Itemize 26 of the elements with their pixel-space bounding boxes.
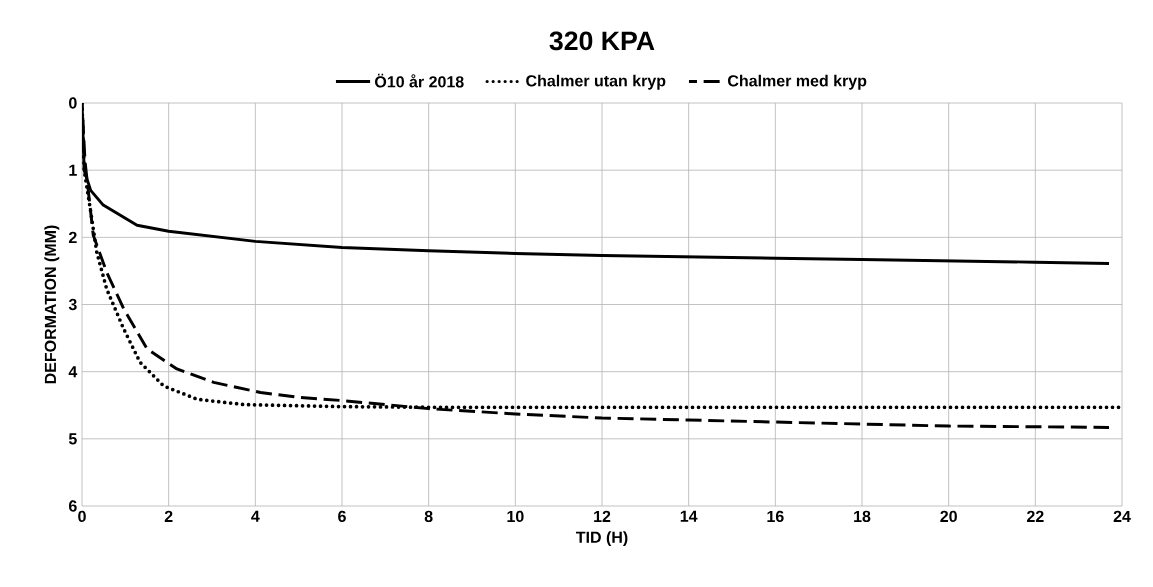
x-axis-title: TID (H) bbox=[575, 531, 628, 547]
x-tick-label: 10 bbox=[507, 510, 524, 523]
y-tick-label: 6 bbox=[68, 500, 77, 512]
x-tick-label: 16 bbox=[767, 510, 784, 523]
x-tick-label: 12 bbox=[594, 510, 611, 522]
x-tick-label: 14 bbox=[680, 510, 698, 522]
x-tick-label: 4 bbox=[251, 510, 260, 522]
x-tick-label: 18 bbox=[854, 510, 871, 523]
x-tick-label: 2 bbox=[164, 510, 173, 522]
x-tick-label: 20 bbox=[940, 510, 957, 523]
y-tick-label: 3 bbox=[68, 298, 77, 311]
chart-title: 320 KPA bbox=[549, 31, 655, 51]
x-tick-label: 24 bbox=[1113, 510, 1131, 522]
x-tick-label: 8 bbox=[424, 510, 433, 523]
y-tick-label: 2 bbox=[68, 231, 77, 243]
y-tick-label: 5 bbox=[68, 433, 77, 445]
y-tick-label: 0 bbox=[69, 97, 77, 109]
y-axis-title: DEFORMATION (MM) bbox=[44, 225, 60, 384]
legend-label: Ö10 år 2018 bbox=[375, 73, 464, 88]
legend-label: Chalmer med kryp bbox=[728, 74, 867, 90]
y-tick-label: 4 bbox=[68, 366, 78, 378]
x-tick-label: 0 bbox=[78, 510, 86, 523]
legend-label: Chalmer utan kryp bbox=[526, 74, 666, 90]
x-tick-label: 22 bbox=[1027, 510, 1044, 522]
y-tick-label: 1 bbox=[69, 164, 77, 176]
x-tick-label: 6 bbox=[338, 510, 346, 523]
